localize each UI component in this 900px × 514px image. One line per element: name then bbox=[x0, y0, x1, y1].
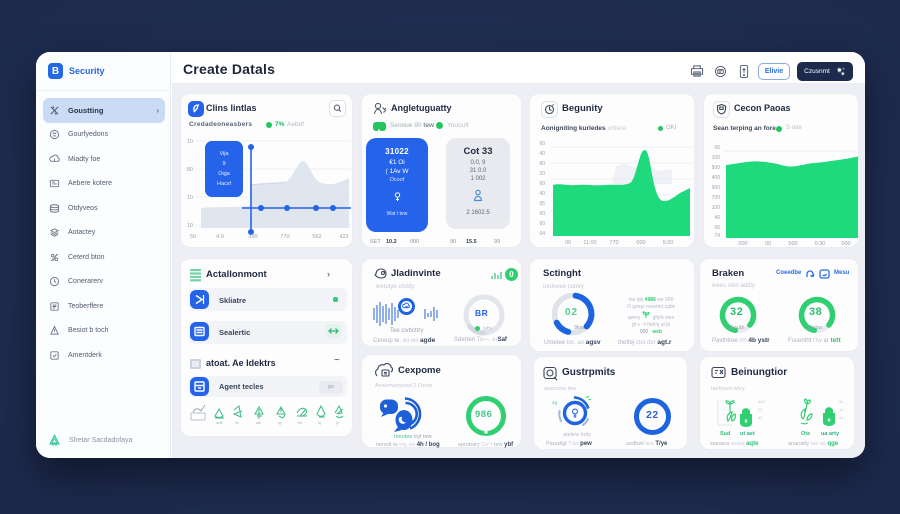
svg-text:00: 00 bbox=[839, 415, 844, 420]
svg-text:400: 400 bbox=[758, 399, 765, 404]
svg-text:390: 390 bbox=[248, 234, 257, 240]
svg-text:000: 000 bbox=[410, 239, 419, 245]
svg-text:10: 10 bbox=[839, 407, 844, 412]
svg-text:9: 9 bbox=[222, 161, 225, 167]
svg-text:100: 100 bbox=[712, 155, 721, 161]
svg-text:4.0: 4.0 bbox=[216, 234, 224, 240]
svg-text:500: 500 bbox=[788, 241, 797, 247]
svg-text:40: 40 bbox=[539, 191, 545, 197]
svg-text:jb: jb bbox=[335, 421, 339, 425]
svg-text:Hacsf: Hacsf bbox=[217, 181, 232, 187]
svg-text:00: 00 bbox=[758, 407, 763, 412]
svg-text:100: 100 bbox=[712, 205, 721, 211]
svg-text:05: 05 bbox=[539, 201, 545, 207]
svg-text:20: 20 bbox=[539, 171, 545, 177]
svg-text:wle: wle bbox=[256, 421, 261, 425]
svg-text:5:00: 5:00 bbox=[663, 240, 674, 246]
svg-text:10.2: 10.2 bbox=[386, 239, 397, 245]
svg-text:99: 99 bbox=[494, 239, 500, 245]
svg-text:00: 00 bbox=[714, 225, 720, 231]
svg-text:770: 770 bbox=[609, 240, 618, 246]
svg-text:74: 74 bbox=[714, 233, 720, 239]
svg-text:40: 40 bbox=[539, 151, 545, 157]
svg-text:qy: qy bbox=[278, 421, 282, 425]
svg-text:40: 40 bbox=[758, 415, 763, 420]
svg-text:90: 90 bbox=[839, 399, 844, 404]
svg-text:15.5: 15.5 bbox=[466, 239, 477, 245]
svg-text:00: 00 bbox=[565, 240, 571, 246]
svg-text:900: 900 bbox=[712, 185, 721, 191]
svg-text:00: 00 bbox=[539, 141, 545, 147]
svg-text:Vija: Vija bbox=[219, 151, 229, 157]
svg-text:00: 00 bbox=[714, 145, 720, 151]
svg-text:tq: tq bbox=[318, 421, 321, 425]
svg-text:700: 700 bbox=[712, 195, 721, 201]
svg-text:50: 50 bbox=[539, 211, 545, 217]
svg-text:000: 000 bbox=[738, 241, 747, 247]
svg-text:itrr: itrr bbox=[235, 421, 240, 425]
svg-text:80: 80 bbox=[539, 161, 545, 167]
svg-text:500: 500 bbox=[712, 165, 721, 171]
svg-text:0:30: 0:30 bbox=[815, 241, 826, 247]
svg-text:90: 90 bbox=[450, 239, 456, 245]
svg-text:400: 400 bbox=[712, 175, 721, 181]
svg-text:80: 80 bbox=[187, 167, 193, 173]
svg-text:00: 00 bbox=[765, 241, 771, 247]
svg-text:11:00: 11:00 bbox=[583, 240, 596, 246]
svg-text:562: 562 bbox=[312, 234, 321, 240]
svg-text:422: 422 bbox=[339, 234, 348, 240]
svg-text:SET: SET bbox=[370, 239, 381, 245]
svg-text:04: 04 bbox=[539, 231, 545, 237]
svg-text:10: 10 bbox=[187, 195, 193, 201]
svg-text:Oqja: Oqja bbox=[218, 171, 231, 177]
svg-text:wrte: wrte bbox=[216, 421, 223, 425]
svg-text:000: 000 bbox=[841, 241, 850, 247]
svg-text:10: 10 bbox=[187, 139, 193, 145]
svg-text:00: 00 bbox=[539, 221, 545, 227]
svg-text:000: 000 bbox=[636, 240, 645, 246]
svg-text:10: 10 bbox=[187, 223, 193, 229]
svg-text:00: 00 bbox=[539, 181, 545, 187]
svg-text:770: 770 bbox=[280, 234, 289, 240]
svg-text:40: 40 bbox=[714, 215, 720, 221]
svg-text:50: 50 bbox=[190, 234, 196, 240]
svg-text:brt: brt bbox=[298, 421, 302, 425]
